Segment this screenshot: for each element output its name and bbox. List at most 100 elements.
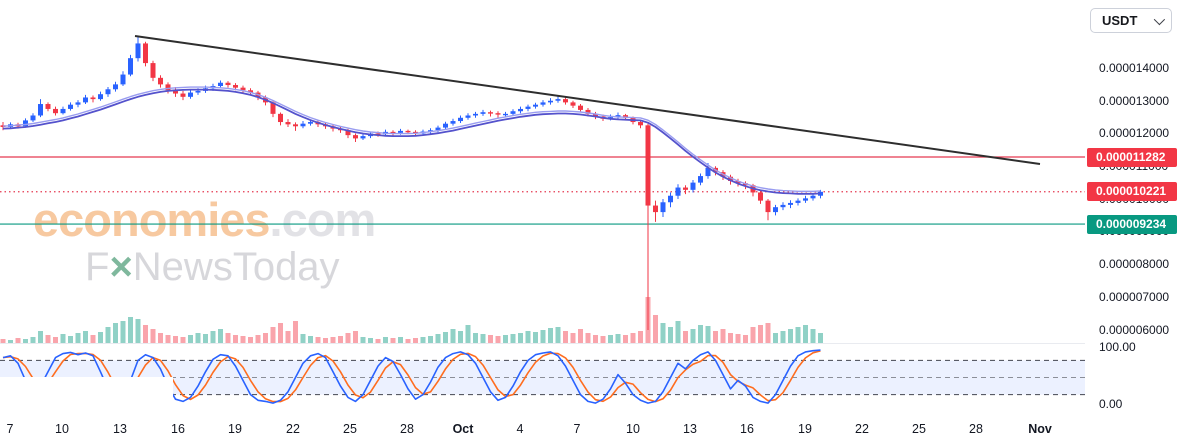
volume-bar: [818, 333, 823, 343]
candle-body: [540, 102, 546, 105]
stoch-d-line: [2, 350, 821, 403]
time-tick-19: 19: [228, 422, 242, 436]
volume-bar: [683, 331, 688, 343]
candle-body: [615, 115, 621, 118]
volume-bar: [158, 333, 163, 343]
price-axis-label: 0.000006000: [1099, 323, 1170, 337]
volume-bar: [443, 332, 448, 343]
price-axis-label: 0.000013000: [1099, 94, 1170, 108]
time-tick-10: 10: [626, 422, 640, 436]
volume-bar: [495, 336, 501, 343]
candle-body: [68, 104, 73, 109]
chart-canvas[interactable]: [0, 0, 1085, 415]
volume-bar: [458, 331, 463, 343]
volume-bar: [743, 335, 748, 343]
candle-body: [563, 99, 568, 103]
volume-bar: [150, 329, 156, 343]
volume-bar: [165, 335, 171, 343]
candle-body: [128, 58, 133, 75]
watermark-subbrand: F×NewsToday: [85, 245, 340, 289]
price-axis[interactable]: USDT 0.000014000 0.000013000 0.000012000 0.…: [1085, 0, 1181, 447]
time-tick-nov: Nov: [1028, 422, 1052, 436]
candle-body: [23, 120, 28, 127]
candle-body: [308, 122, 313, 124]
ma-line-secondary: [2, 86, 821, 193]
volume-bar: [570, 333, 576, 343]
candle-body: [120, 74, 126, 85]
candle-body: [578, 105, 583, 110]
candle-body: [660, 202, 666, 213]
volume-bar: [480, 334, 486, 343]
trendline[interactable]: [134, 35, 1041, 165]
candle-body: [668, 195, 673, 203]
candle-body: [60, 108, 66, 114]
volume-bar: [615, 334, 621, 343]
volume-bar: [795, 327, 801, 343]
candle-body: [98, 94, 103, 100]
volume-bar: [720, 329, 726, 343]
candle-body: [803, 198, 808, 201]
volume-bar: [435, 334, 441, 343]
volume-bar: [210, 331, 216, 343]
candle-body: [83, 97, 88, 103]
volume-bar: [540, 330, 546, 343]
volume-bar: [473, 333, 478, 343]
volume-bar: [113, 323, 118, 343]
volume-bar: [315, 337, 321, 343]
candle-body: [443, 123, 448, 128]
volume-bar: [728, 333, 733, 343]
time-tick-13: 13: [113, 422, 127, 436]
volume-bar: [105, 327, 111, 343]
volume-bar: [765, 323, 771, 343]
candle-body: [38, 104, 43, 116]
candle-body: [593, 113, 598, 117]
volume-bar: [263, 333, 268, 343]
candle-body: [285, 122, 291, 125]
volume-bar: [548, 328, 553, 343]
volume-bar: [248, 337, 253, 343]
volume-bar: [413, 338, 418, 343]
volume-bar: [23, 339, 28, 343]
volume-bar: [585, 333, 591, 343]
volume-bar: [563, 331, 568, 343]
candle-body: [683, 187, 688, 190]
watermark: economies.com F×NewsToday: [33, 193, 377, 289]
candle-body: [188, 92, 193, 97]
watermark-brand: economies: [33, 193, 271, 246]
candle-body: [218, 82, 223, 87]
volume-bar: [83, 331, 88, 343]
volume-bar: [750, 327, 756, 343]
volume-bar: [143, 325, 148, 343]
volume-bar: [638, 331, 643, 343]
watermark-brand-suffix: .com: [269, 193, 377, 246]
fx-x-glyph: ×: [109, 245, 133, 289]
price-level-badge: 0.000011282: [1087, 147, 1177, 167]
quote-currency-dropdown[interactable]: USDT: [1090, 8, 1172, 33]
volume-bar: [630, 333, 636, 343]
candle-body: [390, 131, 396, 134]
candle-body: [150, 63, 156, 78]
candle-body: [165, 84, 171, 91]
price-axis-label: 0.000007000: [1099, 290, 1170, 304]
candle-body: [645, 125, 651, 206]
volume-bar: [788, 329, 793, 343]
volume-bar: [713, 331, 718, 343]
candle-body: [510, 111, 516, 114]
price-level-badge: 0.000010221: [1087, 182, 1177, 202]
volume-bar: [668, 327, 673, 343]
volume-bar: [75, 333, 81, 343]
candle-body: [113, 84, 118, 90]
time-tick-16: 16: [740, 422, 754, 436]
time-axis[interactable]: 7 10 13 16 19 22 25 28 Oct 4 7 10 13 16 19 22 25 28 Nov: [0, 415, 1085, 447]
volume-bar: [135, 319, 141, 343]
oscillator-axis-label: 0.00: [1099, 397, 1123, 411]
candle-body: [570, 102, 576, 106]
volume-bar: [593, 335, 598, 343]
candle-body: [135, 43, 141, 59]
time-tick-28: 28: [400, 422, 414, 436]
price-axis-label: 0.000012000: [1099, 126, 1170, 140]
volume-bar: [360, 337, 366, 343]
candle-body: [495, 113, 501, 115]
time-tick-19: 19: [798, 422, 812, 436]
price-level-badge: 0.000009234: [1087, 214, 1177, 234]
